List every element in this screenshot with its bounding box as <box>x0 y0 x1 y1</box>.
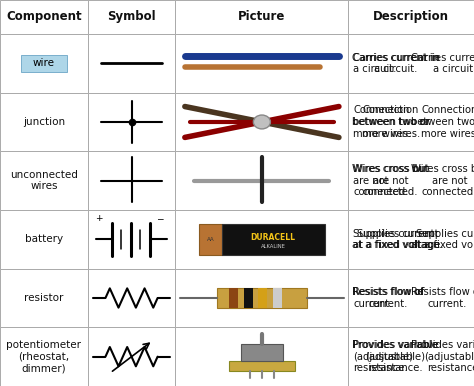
Bar <box>175 93 348 151</box>
Bar <box>348 151 474 210</box>
Bar <box>217 288 307 308</box>
Text: +: + <box>95 214 102 223</box>
Text: unconnected
wires: unconnected wires <box>10 170 78 191</box>
Bar <box>258 288 267 308</box>
Text: AA: AA <box>207 237 214 242</box>
Bar <box>244 288 253 308</box>
Text: Provides variable
(adjustable)
resistance.: Provides variable (adjustable) resistanc… <box>353 340 439 373</box>
Bar <box>88 210 175 269</box>
Bar <box>199 224 222 255</box>
Text: Connection
between two or
more wires.: Connection between two or more wires. <box>411 105 474 139</box>
Text: Supplies current
at a fixed voltage.: Supplies current at a fixed voltage. <box>352 229 443 250</box>
Bar <box>0 210 88 269</box>
Bar <box>175 0 348 34</box>
Text: Supplies current
at a fixed voltage.: Supplies current at a fixed voltage. <box>411 229 474 250</box>
Text: Resists flow of
current.: Resists flow of current. <box>411 287 474 309</box>
Text: Resists flow of
current.: Resists flow of current. <box>352 287 424 309</box>
Text: Description: Description <box>373 10 449 24</box>
Text: Picture: Picture <box>238 10 285 24</box>
Bar <box>175 210 348 269</box>
Bar <box>273 288 282 308</box>
Bar <box>222 224 325 255</box>
Bar <box>175 327 348 386</box>
Bar <box>21 55 67 71</box>
Text: DURACELL: DURACELL <box>251 233 296 242</box>
Bar <box>0 93 88 151</box>
Text: Connection
between two or
more wires.: Connection between two or more wires. <box>353 105 430 139</box>
Bar <box>175 269 348 327</box>
Bar <box>88 0 175 34</box>
Bar <box>0 0 88 34</box>
Text: Supplies current
at a fixed voltage.: Supplies current at a fixed voltage. <box>353 229 444 250</box>
Bar <box>88 269 175 327</box>
Bar <box>229 361 295 371</box>
Bar <box>348 0 474 34</box>
Text: resistor: resistor <box>24 293 64 303</box>
Bar <box>229 288 238 308</box>
Text: −: − <box>156 214 164 223</box>
Text: Connection
between two or
more wires.: Connection between two or more wires. <box>352 105 429 139</box>
Text: Component: Component <box>6 10 82 24</box>
Bar <box>0 151 88 210</box>
Text: Provides variable
(adjustable)
resistance.: Provides variable (adjustable) resistanc… <box>352 340 438 373</box>
Bar <box>175 151 348 210</box>
Text: Resists flow of
current.: Resists flow of current. <box>353 287 425 309</box>
Bar <box>0 327 88 386</box>
Text: Wires cross but
are not
connected.: Wires cross but are not connected. <box>411 164 474 197</box>
Text: Wires cross but
are not
connected.: Wires cross but are not connected. <box>352 164 428 197</box>
Bar <box>88 151 175 210</box>
Text: Provides variable
(adjustable)
resistance.: Provides variable (adjustable) resistanc… <box>411 340 474 373</box>
Bar <box>348 269 474 327</box>
Text: potentiometer
(rheostat,
dimmer): potentiometer (rheostat, dimmer) <box>6 340 82 373</box>
Text: battery: battery <box>25 234 63 244</box>
Text: Carries current in
a circuit.: Carries current in a circuit. <box>352 52 439 74</box>
Bar <box>240 344 283 361</box>
Text: Wires cross but
are not
connected.: Wires cross but are not connected. <box>353 164 429 197</box>
Text: Carries current in
a circuit.: Carries current in a circuit. <box>353 52 440 74</box>
Bar <box>348 93 474 151</box>
Bar <box>0 269 88 327</box>
Text: Carries current in
a circuit.: Carries current in a circuit. <box>411 52 474 74</box>
Bar <box>88 34 175 93</box>
Bar <box>348 327 474 386</box>
Text: ALKALINE: ALKALINE <box>261 244 286 249</box>
Bar <box>348 210 474 269</box>
Text: wire: wire <box>33 58 55 68</box>
Bar <box>0 34 88 93</box>
Bar <box>348 34 474 93</box>
Bar <box>88 93 175 151</box>
Text: Symbol: Symbol <box>107 10 156 24</box>
Bar <box>175 34 348 93</box>
Circle shape <box>253 115 270 129</box>
Text: junction: junction <box>23 117 65 127</box>
Bar <box>88 327 175 386</box>
